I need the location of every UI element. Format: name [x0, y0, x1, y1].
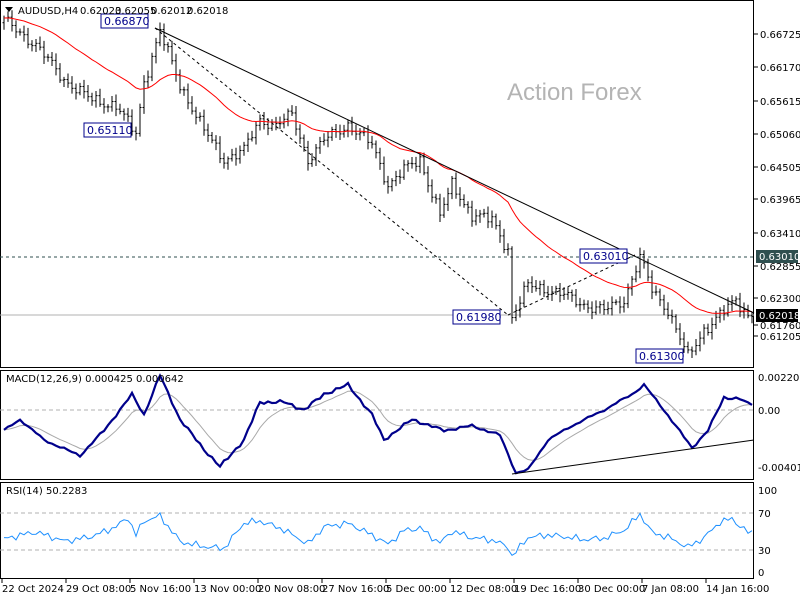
rsi-y-label: 30 [758, 546, 771, 557]
y-tick-label: 0.65060 [760, 130, 800, 141]
x-tick-label: 22 Oct 2024 [2, 584, 64, 595]
x-tick-label: 30 Dec 00:00 [578, 584, 645, 595]
price-label: 0.61300 [639, 350, 685, 363]
level-price-text: 0.63010 [759, 252, 800, 263]
collapse-arrow-icon[interactable] [5, 7, 13, 12]
y-tick-label: 0.63410 [760, 229, 800, 240]
price-label: 0.65110 [87, 124, 133, 137]
y-tick-label: 0.64505 [760, 163, 800, 174]
symbol-label: AUDUSD,H4 [18, 6, 78, 17]
low-value: 0.62012 [151, 6, 192, 17]
main-panel-frame [0, 0, 754, 368]
price-label-box [452, 309, 501, 325]
y-tick-label: 0.65615 [760, 97, 800, 108]
rsi-line [3, 511, 753, 556]
macd-title: MACD(12,26,9) 0.000425 0.000642 [6, 374, 184, 385]
price-label: 0.66870 [104, 15, 150, 28]
y-tick-label: 0.66170 [760, 63, 800, 74]
x-tick-label: 29 Oct 08:00 [66, 584, 131, 595]
downtrend-line [154, 27, 755, 314]
y-tick-label: 0.62300 [760, 294, 800, 305]
price-label-box [83, 122, 132, 138]
high-value: 0.62055 [115, 6, 156, 17]
price-label-box [100, 13, 149, 29]
close-value: 0.62018 [187, 6, 228, 17]
rsi-title: RSI(14) 50.2283 [6, 486, 87, 497]
macd-signal-line [3, 390, 752, 461]
watermark: Action Forex [507, 79, 642, 106]
rsi-panel-frame [0, 482, 754, 579]
y-tick-label: 0.66725 [760, 30, 800, 41]
x-tick-label: 19 Dec 16:00 [514, 584, 581, 595]
rsi-y-label: 100 [758, 486, 777, 497]
rsi-y-label: 70 [758, 509, 771, 520]
macd-panel-frame [0, 370, 754, 480]
macd-y-label: 0.002208 [758, 373, 800, 384]
macd-trend-line [511, 439, 755, 475]
y-tick-label: 0.61205 [760, 332, 800, 343]
x-tick-label: 14 Jan 16:00 [706, 584, 769, 595]
open-value: 0.62023 [80, 6, 121, 17]
current-price-badge [756, 309, 798, 322]
x-tick-label: 27 Nov 16:00 [322, 584, 389, 595]
macd-y-label: 0.00 [758, 406, 780, 417]
projection-line-1 [154, 27, 509, 316]
price-label-box [579, 248, 628, 264]
rsi-y-label: 0 [758, 568, 764, 579]
level-price-badge [756, 250, 798, 263]
price-label-box [635, 348, 684, 364]
x-tick-label: 5 Dec 00:00 [386, 584, 447, 595]
x-tick-label: 7 Jan 08:00 [642, 584, 699, 595]
current-price-text: 0.62018 [759, 311, 800, 322]
y-tick-label: 0.62855 [760, 262, 800, 273]
x-tick-label: 12 Dec 08:00 [450, 584, 517, 595]
price-label: 0.63010 [583, 250, 629, 263]
y-tick-label: 0.63965 [760, 195, 800, 206]
x-tick-label: 20 Nov 08:00 [258, 584, 325, 595]
moving-average-line [3, 17, 753, 314]
macd-line [3, 373, 753, 475]
macd-y-label: -0.004012 [758, 463, 800, 474]
x-tick-label: 5 Nov 16:00 [130, 584, 191, 595]
x-tick-label: 13 Nov 00:00 [194, 584, 261, 595]
price-label: 0.61980 [456, 311, 502, 324]
y-tick-label: 0.61760 [760, 321, 800, 332]
